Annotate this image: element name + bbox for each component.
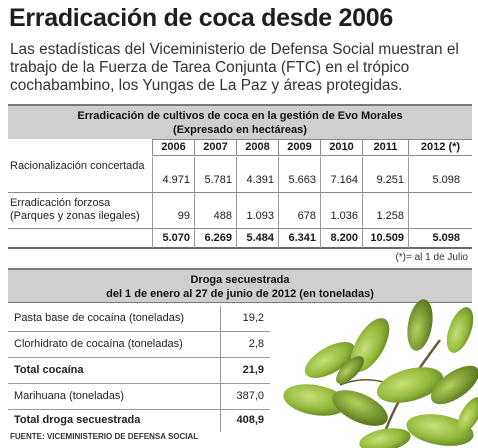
cell: 4.971 bbox=[152, 157, 194, 192]
cell: 1.036 bbox=[320, 193, 362, 228]
total-cell: 6.269 bbox=[194, 229, 236, 248]
cell: 9.251 bbox=[362, 157, 408, 192]
row-label: Total cocaína bbox=[14, 364, 84, 376]
table1-subtitle: (Expresado en hectáreas) bbox=[173, 124, 307, 136]
total-cell: 10.509 bbox=[362, 229, 408, 248]
coca-leaves-illustration bbox=[283, 299, 478, 448]
cell: 5.098 bbox=[408, 157, 472, 192]
source-credit: FUENTE: VICEMINISTERIO DE DEFENSA SOCIAL bbox=[10, 432, 199, 441]
row-value: 19,2 bbox=[242, 312, 264, 324]
table-row: Racionalización concertada 4.971 5.781 4… bbox=[8, 157, 472, 193]
cell: 5.663 bbox=[278, 157, 320, 192]
row-value: 408,9 bbox=[236, 414, 264, 426]
row-label: Pasta base de cocaína (toneladas) bbox=[14, 312, 185, 324]
row-value: 2,8 bbox=[248, 338, 264, 350]
table-row: Clorhidrato de cocaína (toneladas) 2,8 bbox=[8, 332, 270, 358]
column-divider bbox=[220, 332, 221, 357]
column-divider bbox=[220, 358, 221, 383]
cell: 1.258 bbox=[362, 193, 408, 228]
col-header: 2009 bbox=[278, 140, 320, 155]
cell bbox=[408, 193, 472, 228]
row-label: Marihuana (toneladas) bbox=[14, 390, 125, 402]
table1-footnote: (*)= al 1 de Julio bbox=[395, 252, 468, 263]
col-header: 2010 bbox=[320, 140, 362, 155]
col-header: 2006 bbox=[152, 140, 194, 155]
cell: 7.164 bbox=[320, 157, 362, 192]
table-row-total: Total droga secuestrada 408,9 bbox=[8, 410, 270, 432]
cell: 488 bbox=[194, 193, 236, 228]
page-title: Erradicación de coca desde 2006 bbox=[9, 4, 393, 32]
table-row: Pasta base de cocaína (toneladas) 19,2 bbox=[8, 306, 270, 332]
column-divider bbox=[220, 410, 221, 432]
col-header: 2011 bbox=[362, 140, 408, 155]
col-header: 2008 bbox=[236, 140, 278, 155]
column-divider bbox=[220, 384, 221, 409]
table-row: Erradicación forzosa (Parques y zonas il… bbox=[8, 193, 472, 229]
total-cell: 5.484 bbox=[236, 229, 278, 248]
total-cell: 6.341 bbox=[278, 229, 320, 248]
total-cell: 8.200 bbox=[320, 229, 362, 248]
cell: 5.781 bbox=[194, 157, 236, 192]
col-header: 2012 (*) bbox=[408, 140, 472, 155]
row-label: Total droga secuestrada bbox=[14, 414, 141, 426]
table-row-total: 5.070 6.269 5.484 6.341 8.200 10.509 5.0… bbox=[8, 229, 472, 249]
table2-subtitle: del 1 de enero al 27 de junio de 2012 (e… bbox=[106, 288, 374, 300]
intro-paragraph: Las estadísticas del Viceministerio de D… bbox=[10, 41, 459, 94]
total-cell: 5.098 bbox=[408, 229, 472, 248]
table1-column-headers: 2006 2007 2008 2009 2010 2011 2012 (*) bbox=[152, 139, 472, 156]
cell: 678 bbox=[278, 193, 320, 228]
column-divider bbox=[220, 306, 221, 331]
table1-title: Erradicación de cultivos de coca en la g… bbox=[77, 110, 403, 122]
table2-header: Droga secuestrada del 1 de enero al 27 d… bbox=[8, 268, 472, 303]
row-label: Racionalización concertada bbox=[10, 160, 145, 172]
row-value: 21,9 bbox=[242, 364, 264, 376]
cell: 1.093 bbox=[236, 193, 278, 228]
cell: 99 bbox=[152, 193, 194, 228]
total-cell: 5.070 bbox=[152, 229, 194, 248]
table2-title: Droga secuestrada bbox=[190, 274, 290, 286]
table1-header: Erradicación de cultivos de coca en la g… bbox=[8, 104, 472, 139]
cell: 4.391 bbox=[236, 157, 278, 192]
table-row: Marihuana (toneladas) 387,0 bbox=[8, 384, 270, 410]
table-row-total: Total cocaína 21,9 bbox=[8, 358, 270, 384]
col-header: 2007 bbox=[194, 140, 236, 155]
row-value: 387,0 bbox=[236, 390, 264, 402]
row-label: Erradicación forzosa (Parques y zonas il… bbox=[10, 197, 140, 222]
row-label: Clorhidrato de cocaína (toneladas) bbox=[14, 338, 183, 350]
